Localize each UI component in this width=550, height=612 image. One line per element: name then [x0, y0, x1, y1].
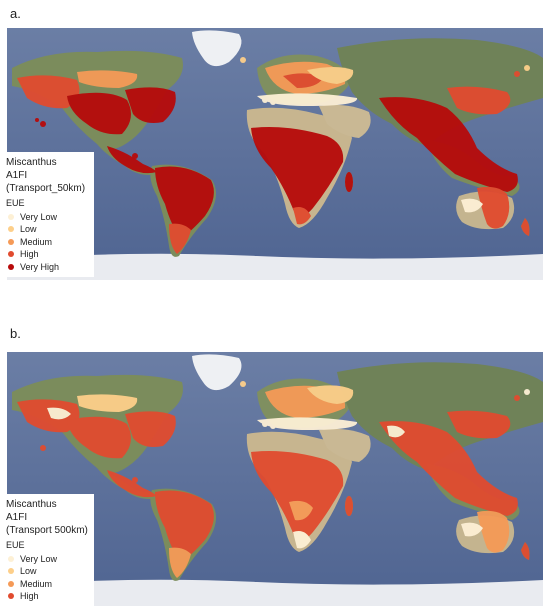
- legend-item: Very Low: [6, 553, 88, 566]
- eue-overlay-a: [17, 57, 530, 254]
- legend-subtitle-line1: A1FI: [6, 170, 28, 181]
- legend-swatch-icon: [8, 226, 14, 233]
- legend-item-label: Medium: [20, 236, 53, 247]
- greenland: [192, 354, 242, 391]
- legend-subtitle-line1: A1FI: [6, 512, 28, 523]
- legend-item-label: Medium: [20, 578, 53, 589]
- legend-title: Miscanthus: [6, 157, 57, 168]
- antarctica: [7, 579, 543, 606]
- eue-overlay-b: [17, 381, 530, 578]
- legend-title: Miscanthus: [6, 499, 57, 510]
- panel-a-label: a.: [10, 6, 21, 21]
- legend-item: High: [6, 590, 88, 603]
- legend-swatch-icon: [8, 555, 14, 562]
- legend-item-label: Low: [20, 224, 37, 234]
- world-map-panel-b: [7, 352, 543, 606]
- legend-swatch-icon: [8, 593, 14, 600]
- legend-field: EUE: [6, 540, 25, 550]
- legend-panel-b: Miscanthus A1FI (Transport 500km) EUE Ve…: [0, 494, 94, 607]
- legend-item: Medium: [6, 236, 88, 249]
- legend-swatch-icon: [8, 580, 14, 587]
- legend-item-label: Low: [20, 566, 37, 576]
- greenland: [192, 30, 242, 67]
- map-b-svg: [7, 352, 543, 606]
- legend-item: Low: [6, 565, 88, 578]
- legend-classes: Very Low Low Medium High Very High: [6, 211, 88, 274]
- legend-subtitle-line2: (Transport 500km): [6, 525, 88, 536]
- legend-swatch-icon: [8, 238, 14, 245]
- legend-item-label: High: [20, 591, 39, 601]
- legend-swatch-icon: [8, 213, 14, 220]
- legend-swatch-icon: [8, 568, 14, 575]
- legend-item-label: Very Low: [20, 211, 58, 222]
- antarctica: [7, 253, 543, 280]
- asia: [337, 38, 543, 147]
- legend-item: High: [6, 248, 88, 261]
- legend-swatch-icon: [8, 251, 14, 258]
- legend-item: Very High: [6, 261, 88, 274]
- legend-item: Low: [6, 223, 88, 236]
- legend-swatch-icon: [8, 263, 14, 270]
- legend-item-label: High: [20, 249, 39, 259]
- map-a-svg: [7, 28, 543, 280]
- asia: [337, 362, 543, 470]
- legend-item: Medium: [6, 578, 88, 591]
- world-map-panel-a: [7, 28, 543, 280]
- legend-panel-a: Miscanthus A1FI (Transport_50km) EUE Ver…: [0, 152, 94, 277]
- legend-subtitle-line2: (Transport_50km): [6, 183, 86, 194]
- legend-item: Very Low: [6, 211, 88, 224]
- arabia: [319, 104, 371, 138]
- legend-item-label: Very High: [20, 261, 60, 272]
- legend-field: EUE: [6, 198, 25, 208]
- legend-item-label: Very Low: [20, 553, 58, 564]
- arabia: [319, 428, 371, 462]
- panel-b-label: b.: [10, 326, 21, 341]
- legend-classes: Very Low Low Medium High: [6, 553, 88, 603]
